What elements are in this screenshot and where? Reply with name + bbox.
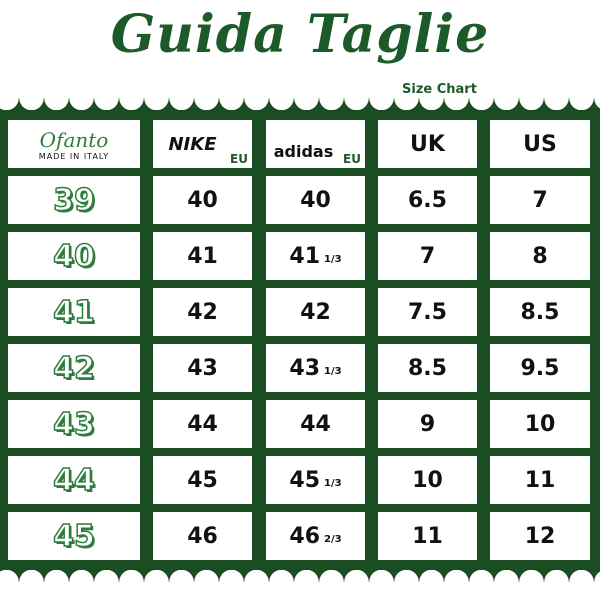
page-title: Guida Taglie xyxy=(110,4,490,65)
cell-value: 9 xyxy=(419,411,436,437)
cell-fraction: 2/3 xyxy=(324,533,342,545)
cell-uk: 10 xyxy=(378,456,477,504)
header-us: US xyxy=(490,120,590,168)
cell-ofanto: 42 xyxy=(8,344,140,392)
cell-us: 10 xyxy=(490,400,590,448)
cell-value: 7.5 xyxy=(408,299,447,325)
scallop-bottom-edge xyxy=(0,570,600,582)
nike-unit: EU xyxy=(230,152,248,166)
cell-nike: 46 xyxy=(153,512,252,560)
adidas-logo: adidas xyxy=(273,141,334,161)
cell-value: 44 xyxy=(52,462,95,499)
nike-logo: NIKE xyxy=(168,133,217,155)
cell-uk: 11 xyxy=(378,512,477,560)
cell-adidas: 43 1/3 xyxy=(266,344,365,392)
cell-value: 41 xyxy=(187,243,218,269)
cell-value: 40 xyxy=(300,187,331,213)
cell-value: 8.5 xyxy=(520,299,560,325)
cell-adidas: 44 xyxy=(266,400,365,448)
cell-fraction: 1/3 xyxy=(324,477,342,489)
cell-value: 41 xyxy=(52,294,95,331)
cell-nike: 42 xyxy=(153,288,252,336)
cell-adidas: 46 2/3 xyxy=(266,512,365,560)
header-adidas: adidas EU xyxy=(266,120,365,168)
cell-adidas: 45 1/3 xyxy=(266,456,365,504)
cell-us: 8 xyxy=(490,232,590,280)
cell-value: 11 xyxy=(524,467,556,493)
header-ofanto: Ofanto MADE IN ITALY xyxy=(8,120,140,168)
cell-us: 8.5 xyxy=(490,288,590,336)
cell-uk: 7 xyxy=(378,232,477,280)
cell-us: 11 xyxy=(490,456,590,504)
cell-ofanto: 45 xyxy=(8,512,140,560)
cell-value: 44 xyxy=(300,411,331,437)
cell-ofanto: 40 xyxy=(8,232,140,280)
cell-us: 9.5 xyxy=(490,344,590,392)
cell-value: 40 xyxy=(52,238,95,275)
cell-fraction: 1/3 xyxy=(324,365,342,377)
cell-nike: 41 xyxy=(153,232,252,280)
header-nike: NIKE EU xyxy=(153,120,252,168)
cell-uk: 8.5 xyxy=(378,344,477,392)
cell-value: 42 xyxy=(300,299,331,325)
cell-nike: 44 xyxy=(153,400,252,448)
cell-adidas: 40 xyxy=(266,176,365,224)
cell-ofanto: 39 xyxy=(8,176,140,224)
cell-value: 45 xyxy=(187,467,218,493)
ofanto-logo: Ofanto xyxy=(39,127,109,152)
cell-fraction: 1/3 xyxy=(324,253,342,265)
cell-value: 7 xyxy=(532,187,548,213)
cell-ofanto: 41 xyxy=(8,288,140,336)
cell-value: 10 xyxy=(524,411,556,437)
subtitle: Size Chart xyxy=(402,82,477,97)
cell-value: 8.5 xyxy=(408,355,447,381)
cell-value: 40 xyxy=(187,187,218,213)
cell-value: 45 xyxy=(52,518,95,555)
cell-uk: 7.5 xyxy=(378,288,477,336)
cell-uk: 9 xyxy=(378,400,477,448)
scallop-top-edge xyxy=(0,98,600,110)
cell-value: 45 xyxy=(289,467,321,493)
cell-value: 42 xyxy=(187,299,218,325)
cell-value: 41 xyxy=(289,243,321,269)
cell-value: 10 xyxy=(412,467,443,493)
cell-value: 46 xyxy=(187,523,218,549)
ofanto-tagline: MADE IN ITALY xyxy=(38,151,110,161)
cell-value: 42 xyxy=(52,350,95,387)
cell-uk: 6.5 xyxy=(378,176,477,224)
cell-adidas: 41 1/3 xyxy=(266,232,365,280)
cell-value: 46 xyxy=(289,523,321,549)
cell-value: 6.5 xyxy=(408,187,447,213)
cell-value: 8 xyxy=(532,243,548,269)
cell-ofanto: 43 xyxy=(8,400,140,448)
cell-nike: 40 xyxy=(153,176,252,224)
cell-value: 43 xyxy=(52,406,95,443)
cell-value: 43 xyxy=(289,355,321,381)
cell-value: 9.5 xyxy=(520,355,560,381)
cell-us: 7 xyxy=(490,176,590,224)
cell-nike: 45 xyxy=(153,456,252,504)
cell-adidas: 42 xyxy=(266,288,365,336)
cell-value: 44 xyxy=(187,411,218,437)
cell-value: 11 xyxy=(412,523,443,549)
adidas-unit: EU xyxy=(343,152,361,166)
cell-nike: 43 xyxy=(153,344,252,392)
header-uk: UK xyxy=(378,120,477,168)
cell-value: 7 xyxy=(419,243,436,269)
cell-value: 43 xyxy=(187,355,218,381)
cell-value: 12 xyxy=(524,523,556,549)
cell-ofanto: 44 xyxy=(8,456,140,504)
cell-us: 12 xyxy=(490,512,590,560)
cell-value: 39 xyxy=(52,182,95,219)
